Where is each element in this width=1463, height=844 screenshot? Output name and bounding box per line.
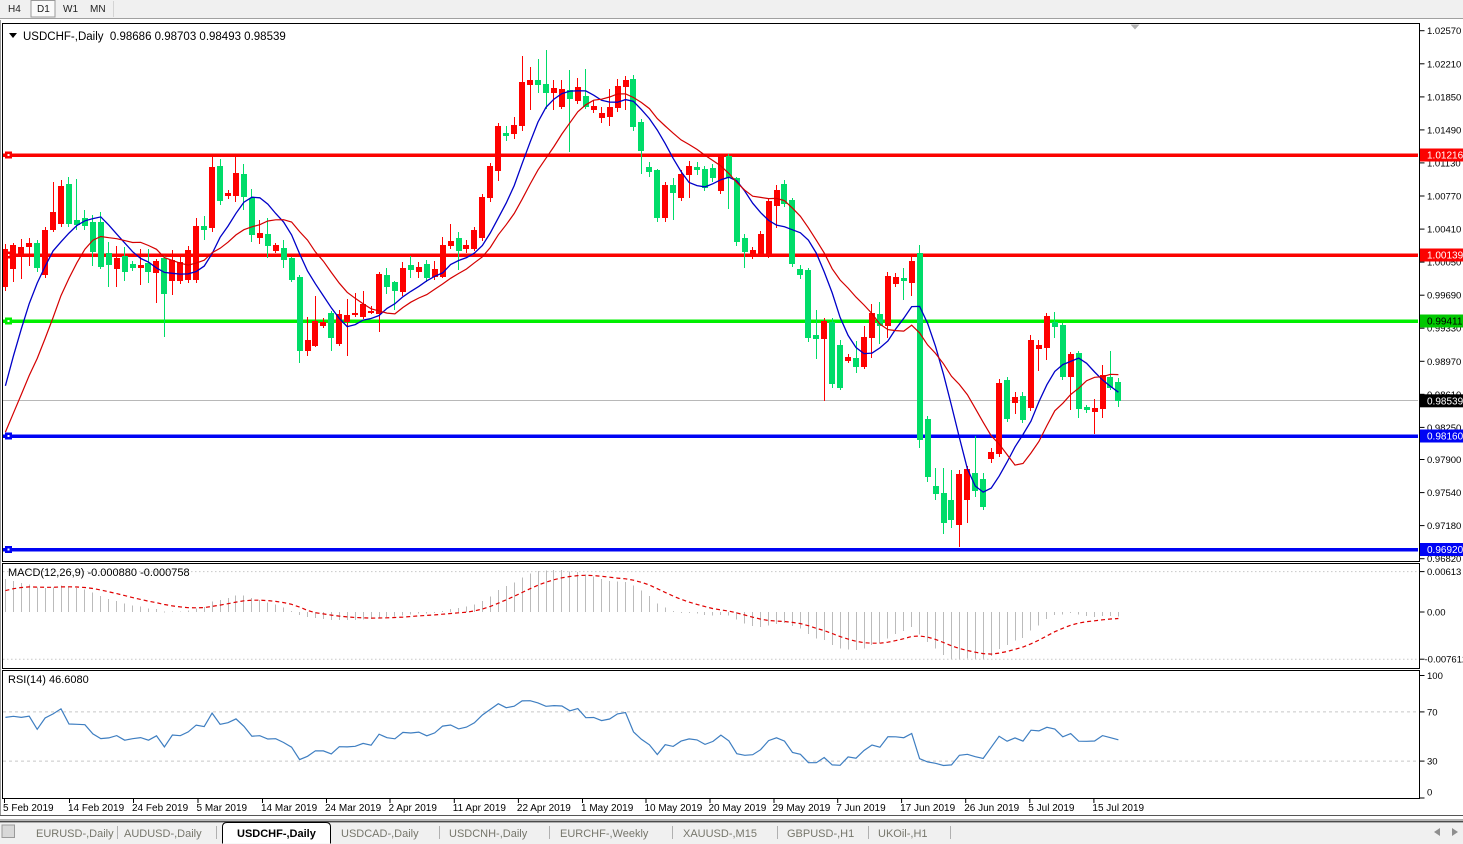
svg-text:0.97180: 0.97180 xyxy=(1427,521,1461,532)
svg-text:0.00: 0.00 xyxy=(1427,608,1446,619)
svg-text:30: 30 xyxy=(1427,757,1438,768)
svg-text:1.01130: 1.01130 xyxy=(1427,158,1461,169)
svg-text:1.01850: 1.01850 xyxy=(1427,92,1461,103)
svg-text:20 May 2019: 20 May 2019 xyxy=(709,803,767,814)
svg-text:100: 100 xyxy=(1427,671,1443,682)
svg-text:1.02210: 1.02210 xyxy=(1427,59,1461,70)
svg-text:14 Feb 2019: 14 Feb 2019 xyxy=(68,803,125,814)
svg-text:USDCHF-,Daily 0.98686 0.98703: USDCHF-,Daily 0.98686 0.98703 0.98493 0.… xyxy=(23,31,286,43)
svg-text:29 May 2019: 29 May 2019 xyxy=(773,803,831,814)
svg-text:0.96920: 0.96920 xyxy=(1427,545,1463,556)
svg-text:5 Feb 2019: 5 Feb 2019 xyxy=(3,803,54,814)
svg-text:USDCHF-,Daily: USDCHF-,Daily xyxy=(237,828,317,840)
svg-text:0.99330: 0.99330 xyxy=(1427,324,1461,335)
svg-text:70: 70 xyxy=(1427,707,1438,718)
svg-text:0.97900: 0.97900 xyxy=(1427,455,1461,466)
svg-text:XAUUSD-,M15: XAUUSD-,M15 xyxy=(683,828,757,840)
svg-text:1.01490: 1.01490 xyxy=(1427,125,1461,136)
svg-text:MN: MN xyxy=(90,4,106,15)
svg-text:USDCAD-,Daily: USDCAD-,Daily xyxy=(341,828,419,840)
svg-text:1.02570: 1.02570 xyxy=(1427,26,1461,37)
svg-text:1.01216: 1.01216 xyxy=(1427,151,1463,162)
svg-text:15 Jul 2019: 15 Jul 2019 xyxy=(1092,803,1144,814)
svg-text:5 Jul 2019: 5 Jul 2019 xyxy=(1028,803,1075,814)
svg-text:11 Apr 2019: 11 Apr 2019 xyxy=(453,803,507,814)
svg-text:14 Mar 2019: 14 Mar 2019 xyxy=(261,803,318,814)
svg-text:EURCHF-,Weekly: EURCHF-,Weekly xyxy=(560,828,649,840)
svg-text:0.00613: 0.00613 xyxy=(1427,567,1461,578)
svg-text:-0.0076120: -0.0076120 xyxy=(1425,655,1463,666)
svg-text:1.00770: 1.00770 xyxy=(1427,192,1461,203)
svg-text:10 May 2019: 10 May 2019 xyxy=(645,803,703,814)
svg-text:7 Jun 2019: 7 Jun 2019 xyxy=(836,803,886,814)
svg-text:5 Mar 2019: 5 Mar 2019 xyxy=(197,803,248,814)
svg-text:0.98250: 0.98250 xyxy=(1427,423,1461,434)
svg-text:MACD(12,26,9) -0.000880 -0.000: MACD(12,26,9) -0.000880 -0.000758 xyxy=(8,567,190,579)
svg-text:RSI(14) 46.6080: RSI(14) 46.6080 xyxy=(8,674,89,686)
svg-text:22 Apr 2019: 22 Apr 2019 xyxy=(517,803,571,814)
svg-text:26 Jun 2019: 26 Jun 2019 xyxy=(964,803,1019,814)
svg-text:1 May 2019: 1 May 2019 xyxy=(581,803,634,814)
svg-text:EURUSD-,Daily: EURUSD-,Daily xyxy=(36,828,114,840)
svg-text:1.00050: 1.00050 xyxy=(1427,258,1461,269)
svg-text:W1: W1 xyxy=(63,4,78,15)
svg-text:0: 0 xyxy=(1427,788,1432,799)
svg-text:1.00410: 1.00410 xyxy=(1427,225,1461,236)
svg-text:17 Jun 2019: 17 Jun 2019 xyxy=(900,803,955,814)
svg-text:H4: H4 xyxy=(8,4,21,15)
svg-text:0.98160: 0.98160 xyxy=(1427,432,1463,443)
svg-text:D1: D1 xyxy=(37,4,50,15)
svg-text:1.00139: 1.00139 xyxy=(1427,251,1463,262)
svg-text:24 Feb 2019: 24 Feb 2019 xyxy=(132,803,189,814)
svg-text:0.98539: 0.98539 xyxy=(1427,396,1463,407)
svg-text:0.96820: 0.96820 xyxy=(1427,554,1461,565)
svg-text:0.99411: 0.99411 xyxy=(1427,317,1463,328)
svg-text:24 Mar 2019: 24 Mar 2019 xyxy=(325,803,382,814)
svg-text:0.98970: 0.98970 xyxy=(1427,357,1461,368)
svg-text:2 Apr 2019: 2 Apr 2019 xyxy=(389,803,438,814)
svg-text:GBPUSD-,H1: GBPUSD-,H1 xyxy=(787,828,854,840)
svg-text:UKOil-,H1: UKOil-,H1 xyxy=(878,828,928,840)
svg-text:AUDUSD-,Daily: AUDUSD-,Daily xyxy=(124,828,202,840)
svg-text:0.99690: 0.99690 xyxy=(1427,291,1461,302)
svg-text:USDCNH-,Daily: USDCNH-,Daily xyxy=(449,828,528,840)
svg-text:0.97540: 0.97540 xyxy=(1427,488,1461,499)
